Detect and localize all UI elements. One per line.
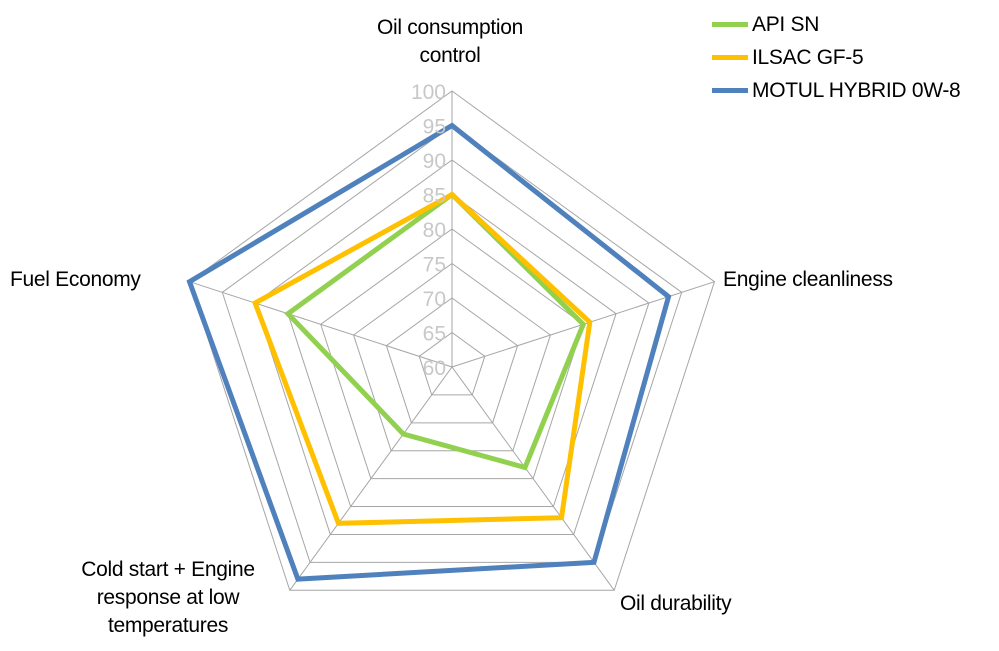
tick-label-100: 100 <box>411 81 446 104</box>
series-line-1 <box>252 191 593 526</box>
axis-label-engine-cleanliness: Engine cleanliness <box>723 268 893 291</box>
grid-ring-75 <box>352 262 552 452</box>
tick-label-80: 80 <box>423 219 446 242</box>
axis-label-cold-start: Cold start + Engine response at low temp… <box>81 558 255 637</box>
legend-item-ilsac-gf5: ILSAC GF-5 <box>712 41 960 74</box>
legend-swatch <box>712 55 748 60</box>
radial-tick-labels: 60 65 70 75 80 85 90 95 100 <box>411 81 446 380</box>
legend-label: API SN <box>752 12 820 36</box>
tick-label-70: 70 <box>423 288 446 311</box>
axis-label-oil-durability: Oil durability <box>620 592 732 615</box>
grid-ring-95 <box>221 124 683 563</box>
legend-label: MOTUL HYBRID 0W-8 <box>752 78 961 102</box>
tick-label-75: 75 <box>423 254 446 277</box>
grid-ring-100 <box>188 90 716 591</box>
grid-ring-65 <box>418 331 486 396</box>
radar-grid <box>188 90 716 591</box>
axis-label-fuel-economy: Fuel Economy <box>10 268 141 291</box>
grid-ring-80 <box>320 228 584 480</box>
legend-item-motul-hybrid: MOTUL HYBRID 0W-8 <box>712 74 961 107</box>
tick-label-90: 90 <box>423 150 446 173</box>
series-line-0 <box>284 191 587 471</box>
legend-swatch <box>712 88 748 93</box>
grid-ring-90 <box>254 159 650 535</box>
tick-label-60: 60 <box>423 357 446 380</box>
grid-ring-70 <box>385 297 519 424</box>
legend-item-api-sn: API SN <box>712 8 960 41</box>
tick-label-85: 85 <box>423 185 446 208</box>
legend-label: ILSAC GF-5 <box>752 45 864 69</box>
grid-spoke-3 <box>289 366 453 591</box>
legend-swatch <box>712 22 748 27</box>
grid-spoke-2 <box>451 366 615 591</box>
chart-legend: API SN ILSAC GF-5 MOTUL HYBRID 0W-8 <box>712 8 961 107</box>
tick-label-65: 65 <box>423 323 446 346</box>
series-line-2 <box>186 122 672 582</box>
radar-series <box>186 122 672 582</box>
tick-label-95: 95 <box>423 116 446 139</box>
axis-label-oil-consumption-control: Oil consumption control <box>376 16 524 67</box>
grid-spoke-4 <box>189 281 453 368</box>
